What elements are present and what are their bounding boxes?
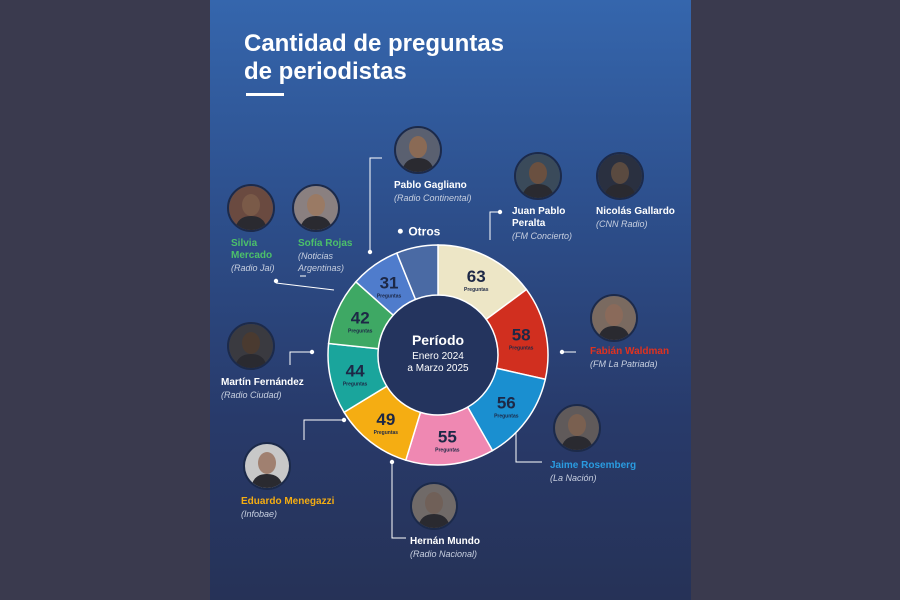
journalist-name-line-2: Peralta xyxy=(512,218,546,229)
journalist-medium: (Radio Nacional) xyxy=(410,549,478,559)
avatar-juan-pablo-peralta xyxy=(514,152,562,200)
donut-chart: 63Preguntas58Preguntas56Preguntas55Pregu… xyxy=(273,157,576,539)
journalist-name: Martín Fernández xyxy=(221,377,304,388)
slice-value-label: 58 xyxy=(512,326,531,345)
journalist-name: Juan Pablo xyxy=(512,206,566,217)
label-sofia-rojas: Sofía Rojas (Noticias Argentinas) xyxy=(298,238,352,274)
leader-line xyxy=(489,211,500,240)
slice-value-label: 42 xyxy=(351,309,370,328)
journalist-medium: (Radio Continental) xyxy=(394,193,472,203)
center-line-1: Enero 2024 xyxy=(412,351,464,362)
title-line-1: Cantidad de preguntas xyxy=(244,30,505,57)
slice-unit-label: Preguntas xyxy=(377,294,402,300)
leader-dot xyxy=(559,349,565,355)
chart-title: Cantidad de preguntas de periodistas xyxy=(244,30,504,86)
slice-value-label: 56 xyxy=(497,394,516,413)
journalist-medium: (Radio Ciudad) xyxy=(221,390,282,400)
avatar-hernan-mundo xyxy=(410,482,458,530)
portrait-silhouette xyxy=(229,324,273,368)
label-nicolas-gallardo: Nicolás Gallardo (CNN Radio) xyxy=(596,206,675,230)
leader-line xyxy=(303,419,344,440)
slice-value-label: 49 xyxy=(376,410,395,429)
slice-value-label: 31 xyxy=(380,274,399,293)
journalist-medium: (FM Concierto) xyxy=(512,231,573,241)
avatar-nicolas-gallardo xyxy=(596,152,644,200)
slice-unit-label: Preguntas xyxy=(348,329,373,335)
leader-dot xyxy=(341,417,347,423)
leader-dot xyxy=(389,459,395,465)
portrait-silhouette xyxy=(516,154,560,198)
journalist-medium: (CNN Radio) xyxy=(596,219,648,229)
avatar-jaime-rosemberg xyxy=(553,404,601,452)
infographic-poster: Cantidad de preguntas de periodistas 63 P… xyxy=(210,0,691,600)
label-fabian-waldman: Fabián Waldman (FM La Patriada) xyxy=(590,346,669,370)
leader-line xyxy=(391,462,406,539)
avatar-pablo-gagliano xyxy=(394,126,442,174)
center-title: Período xyxy=(412,332,464,348)
slice-unit-label: Preguntas xyxy=(343,382,368,388)
label-hernan-mundo: Hernán Mundo (Radio Nacional) xyxy=(410,536,480,560)
journalist-name: Jaime Rosemberg xyxy=(550,460,637,471)
label-jaime-rosemberg: Jaime Rosemberg (La Nación) xyxy=(550,460,636,484)
slice-unit-label: Preguntas xyxy=(374,430,399,436)
slice-value-label: 55 xyxy=(438,427,457,446)
leader-line xyxy=(369,157,382,250)
leader-dot xyxy=(367,249,373,255)
label-juan-pablo-peralta: Juan Pablo Peralta (FM Concierto) xyxy=(512,206,572,242)
journalist-name: Hernán Mundo xyxy=(410,536,480,547)
portrait-silhouette xyxy=(245,444,289,488)
slice-value-label: 63 xyxy=(467,267,486,286)
journalist-medium: (Radio Jai) xyxy=(231,263,275,273)
center-line-2: a Marzo 2025 xyxy=(407,363,469,374)
journalist-medium: (Infobae) xyxy=(241,509,278,519)
others-label: Otros xyxy=(408,224,440,238)
avatar-sofia-rojas xyxy=(292,184,340,232)
journalist-medium: (Noticias xyxy=(298,251,334,261)
others-dot xyxy=(397,228,403,234)
leader-dot xyxy=(497,209,503,215)
avatar-martin-fernandez xyxy=(227,322,275,370)
leader-line xyxy=(275,282,335,291)
journalist-medium-line-2: Argentinas) xyxy=(298,263,345,273)
title-line-2: de periodistas xyxy=(244,58,407,85)
title-underline xyxy=(246,93,284,96)
slice-unit-label: Preguntas xyxy=(435,447,460,453)
donut-center xyxy=(379,296,497,414)
avatar-silvia-mercado xyxy=(227,184,275,232)
portrait-silhouette xyxy=(229,186,273,230)
leader-line xyxy=(515,422,542,463)
portrait-silhouette xyxy=(396,128,440,172)
journalist-name: Silvia xyxy=(231,238,258,249)
portrait-silhouette xyxy=(412,484,456,528)
portrait-silhouette xyxy=(555,406,599,450)
journalist-name: Fabián Waldman xyxy=(590,346,670,357)
journalist-medium: (La Nación) xyxy=(550,473,597,483)
label-silvia-mercado: Silvia Mercado (Radio Jai) xyxy=(231,238,275,274)
journalist-name-line-2: Mercado xyxy=(231,250,273,261)
slice-value-label: 44 xyxy=(346,362,365,381)
journalist-medium: (FM La Patriada) xyxy=(590,359,658,369)
journalist-name: Sofía Rojas xyxy=(298,238,353,249)
journalist-name: Nicolás Gallardo xyxy=(596,206,675,217)
label-pablo-gagliano: Pablo Gagliano (Radio Continental) xyxy=(394,180,472,204)
label-martin-fernandez: Martín Fernández (Radio Ciudad) xyxy=(221,377,304,401)
journalist-name: Pablo Gagliano xyxy=(394,180,467,191)
leader-dot xyxy=(309,349,315,355)
portrait-silhouette xyxy=(592,296,636,340)
avatar-fabian-waldman xyxy=(590,294,638,342)
label-eduardo-menegazzi: Eduardo Menegazzi (Infobae) xyxy=(241,496,334,520)
slice-unit-label: Preguntas xyxy=(509,346,534,352)
journalist-name: Eduardo Menegazzi xyxy=(241,496,335,507)
slice-unit-label: Preguntas xyxy=(494,414,519,420)
avatar-eduardo-menegazzi xyxy=(243,442,291,490)
leader-line xyxy=(289,351,312,365)
leader-dot xyxy=(273,278,279,284)
portrait-silhouette xyxy=(294,186,338,230)
slice-unit-label: Preguntas xyxy=(464,287,489,293)
portrait-silhouette xyxy=(598,154,642,198)
donut-slice xyxy=(395,244,439,301)
